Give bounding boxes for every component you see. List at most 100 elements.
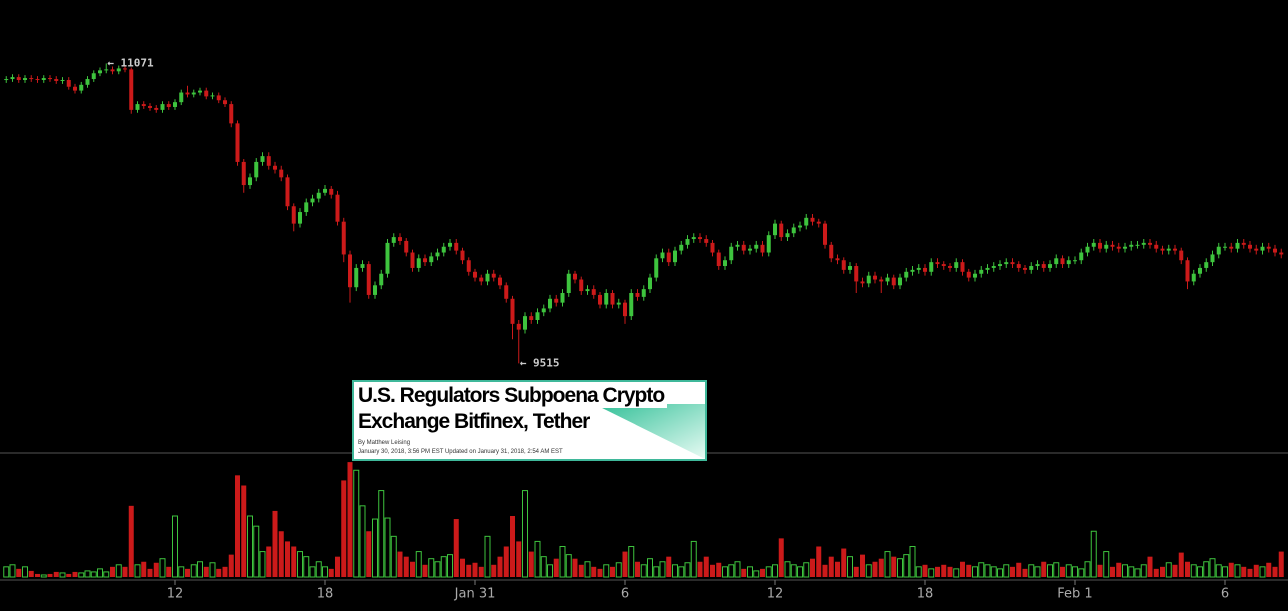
volume-bar bbox=[1247, 568, 1253, 577]
candle-body bbox=[554, 298, 559, 303]
candle-body bbox=[291, 206, 296, 224]
volume-bar bbox=[978, 562, 985, 578]
volume-bar bbox=[134, 564, 141, 578]
news-card: U.S. Regulators Subpoena Crypto Exchange… bbox=[352, 380, 707, 461]
card-triangle bbox=[594, 404, 705, 459]
volume-bar bbox=[865, 564, 872, 578]
candle-body bbox=[310, 198, 315, 203]
candle-body bbox=[210, 95, 215, 97]
candle-body bbox=[1216, 246, 1221, 255]
candle-body bbox=[560, 293, 565, 303]
candle-body bbox=[841, 260, 846, 270]
candle-body bbox=[835, 258, 840, 261]
volume-bar bbox=[784, 561, 791, 578]
candle-body bbox=[85, 79, 90, 85]
candle-body bbox=[998, 264, 1002, 267]
volume-bar bbox=[622, 551, 628, 577]
candle-body bbox=[848, 266, 852, 270]
volume-bar bbox=[397, 551, 403, 577]
volume-bar bbox=[378, 490, 385, 578]
candle-body bbox=[91, 73, 96, 80]
volume-bar bbox=[1097, 564, 1103, 577]
candle-body bbox=[885, 277, 890, 282]
volume-bar bbox=[1190, 564, 1197, 578]
volume-bar bbox=[1278, 551, 1284, 577]
volume-bar bbox=[159, 558, 166, 578]
candle-body bbox=[1210, 254, 1215, 263]
candle-body bbox=[341, 221, 346, 255]
volume-bar bbox=[253, 525, 260, 578]
volume-bar bbox=[672, 564, 678, 578]
candle-body bbox=[123, 68, 127, 70]
volume-bar bbox=[947, 566, 953, 577]
volume-bar bbox=[1222, 566, 1228, 578]
candle-body bbox=[510, 298, 515, 324]
volume-bar bbox=[734, 561, 741, 578]
candle-body bbox=[416, 258, 421, 268]
volume-bar bbox=[816, 546, 822, 577]
volume-bar bbox=[285, 541, 290, 577]
x-tick-label: Feb 1 bbox=[1057, 587, 1092, 602]
volume-bar bbox=[1153, 568, 1159, 577]
volume-bar bbox=[1034, 566, 1041, 578]
volume-bar bbox=[153, 562, 159, 577]
volume-bar bbox=[372, 518, 378, 578]
candle-body bbox=[1004, 262, 1009, 265]
candle-body bbox=[1023, 267, 1027, 270]
volume-bar bbox=[110, 566, 115, 577]
volume-bar bbox=[1116, 562, 1122, 577]
candle-body bbox=[923, 267, 927, 272]
volume-bar bbox=[1172, 564, 1178, 577]
volume-bar bbox=[1266, 562, 1272, 577]
candle-body bbox=[335, 194, 340, 222]
candle-body bbox=[504, 285, 509, 299]
volume-bar bbox=[615, 562, 622, 578]
candle-body bbox=[385, 242, 390, 274]
candle-body bbox=[454, 242, 459, 251]
candle-body bbox=[816, 221, 821, 224]
candle-body bbox=[366, 264, 371, 295]
candle-body bbox=[723, 260, 727, 267]
volume-bar bbox=[659, 561, 666, 578]
volume-bar bbox=[872, 561, 878, 577]
candle-body bbox=[466, 260, 471, 272]
volume-bar bbox=[1215, 564, 1222, 578]
candle-body bbox=[860, 281, 865, 284]
volume-bar bbox=[640, 564, 647, 578]
volume-bar bbox=[591, 566, 597, 577]
volume-bar bbox=[1253, 564, 1259, 577]
volume-bar bbox=[772, 564, 778, 578]
volume-bar bbox=[678, 566, 685, 578]
volume-bar bbox=[491, 564, 497, 577]
volume-bar bbox=[860, 554, 865, 577]
volume-bar bbox=[1072, 566, 1078, 578]
headline: Exchange Bitfinex, Tether bbox=[358, 410, 593, 434]
candle-body bbox=[604, 293, 609, 305]
candle-body bbox=[1091, 242, 1096, 247]
candle-body bbox=[1141, 242, 1146, 245]
volume-bar bbox=[841, 548, 847, 577]
candle-body bbox=[785, 233, 790, 238]
volume-bar bbox=[1065, 564, 1072, 578]
candle-body bbox=[635, 293, 640, 297]
volume-bar bbox=[235, 475, 240, 577]
candle-body bbox=[1054, 258, 1059, 265]
volume-bar bbox=[1010, 566, 1015, 577]
candle-body bbox=[566, 273, 571, 294]
volume-bar bbox=[259, 551, 266, 578]
candle-body bbox=[373, 285, 377, 295]
candle-body bbox=[1104, 244, 1109, 249]
volume-bar bbox=[497, 556, 503, 577]
volume-bar bbox=[853, 566, 859, 577]
volume-bar bbox=[703, 556, 709, 577]
candle-body bbox=[141, 104, 146, 107]
volume-bar bbox=[884, 551, 891, 578]
volume-bar bbox=[765, 566, 772, 578]
volume-bar bbox=[1272, 566, 1278, 577]
candle-body bbox=[898, 277, 902, 286]
volume-bar bbox=[403, 556, 409, 577]
candle-body bbox=[948, 266, 952, 268]
candle-body bbox=[954, 262, 959, 268]
volume-bar bbox=[122, 566, 128, 577]
